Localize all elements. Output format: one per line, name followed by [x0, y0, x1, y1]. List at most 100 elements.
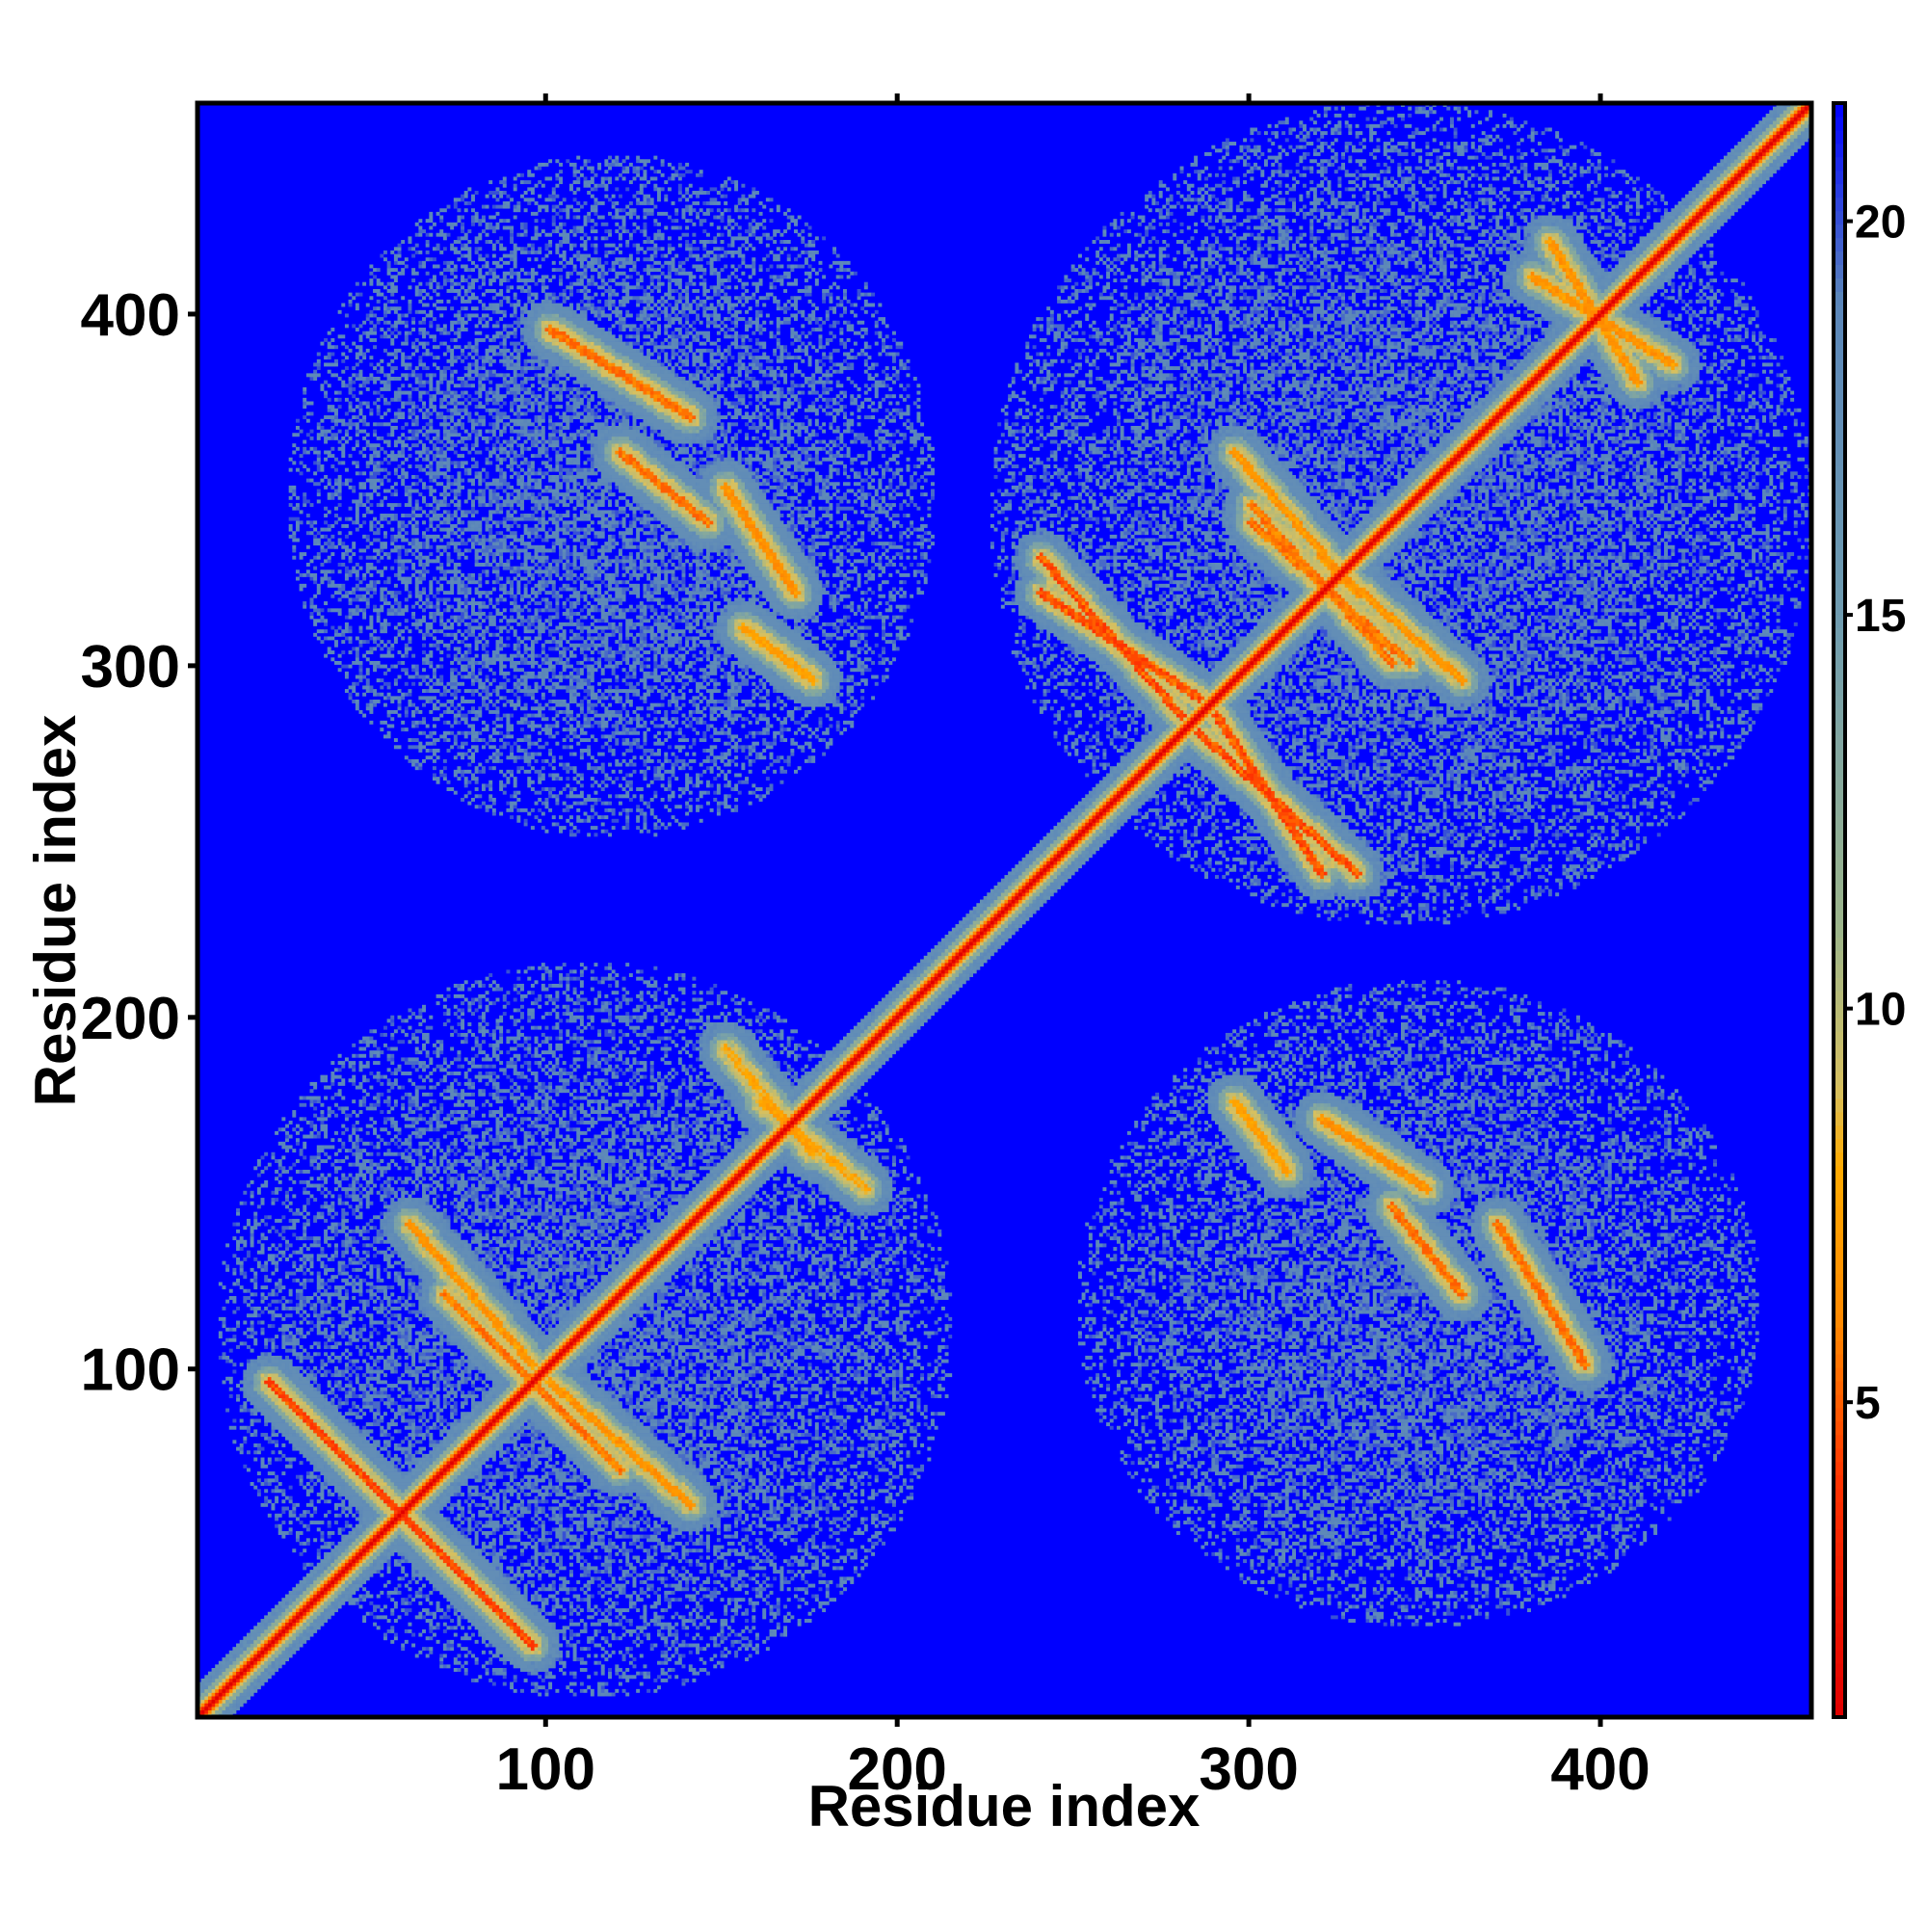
heatmap-cell: [591, 1623, 601, 1627]
heatmap-cell: [531, 1633, 539, 1637]
heatmap-cell: [394, 1633, 398, 1637]
heatmap-cell: [390, 1612, 394, 1616]
heatmap-cell: [657, 1623, 665, 1627]
heatmap-cell: [1320, 1601, 1324, 1605]
heatmap-cell: [527, 1664, 535, 1668]
heatmap-cell: [436, 1608, 440, 1612]
heatmap-cell: [296, 1601, 300, 1605]
heatmap-cell: [488, 1679, 492, 1682]
heatmap-cell: [721, 1598, 725, 1601]
heatmap-cell: [601, 1682, 605, 1686]
heatmap-cell: [208, 1693, 212, 1697]
heatmap-cell: [324, 1615, 328, 1619]
heatmap-cell: [236, 1696, 240, 1700]
heatmap-cell: [243, 1682, 247, 1686]
heatmap-cell: [584, 1626, 588, 1629]
heatmap-cell: [604, 1608, 608, 1612]
heatmap-cell: [548, 1682, 552, 1686]
heatmap-cell: [552, 1623, 556, 1627]
heatmap-cell: [401, 1601, 405, 1605]
heatmap-cell: [264, 1636, 268, 1640]
heatmap-cell: [622, 1672, 626, 1676]
heatmap-cell: [457, 1654, 461, 1657]
heatmap-cell: [461, 1647, 468, 1651]
heatmap-cell: [510, 1682, 514, 1686]
heatmap-cell: [482, 1651, 486, 1654]
heatmap-cell: [236, 1657, 244, 1661]
heatmap-cell: [499, 1619, 503, 1623]
heatmap-cell: [289, 1612, 293, 1616]
heatmap-cell: [464, 1604, 468, 1608]
heatmap-cell: [668, 1657, 672, 1661]
heatmap-cell: [1495, 1604, 1499, 1608]
heatmap-cell: [328, 1601, 331, 1605]
heatmap-cell: [573, 1623, 581, 1627]
heatmap-cell: [478, 1601, 486, 1605]
heatmap-cell: [653, 1612, 657, 1616]
heatmap-cell: [240, 1689, 244, 1693]
heatmap-cell: [510, 1644, 517, 1648]
heatmap-cell: [625, 1679, 629, 1682]
heatmap-cell: [482, 1664, 486, 1668]
heatmap-cell: [682, 1615, 686, 1619]
heatmap-cell: [219, 1700, 223, 1704]
heatmap-cell: [636, 1608, 640, 1612]
heatmap-cell: [1345, 1601, 1349, 1605]
heatmap-cell: [373, 1615, 377, 1619]
heatmap-cell: [552, 1612, 556, 1616]
heatmap-cell: [1422, 1601, 1426, 1605]
heatmap-cell: [625, 1608, 629, 1612]
heatmap-cell: [377, 1626, 381, 1629]
heatmap-cell: [328, 1615, 331, 1619]
heatmap-cell: [229, 1651, 233, 1654]
heatmap-cell: [700, 1647, 703, 1651]
heatmap-cell: [710, 1657, 714, 1661]
heatmap-cell: [661, 1636, 665, 1640]
heatmap-cell: [253, 1682, 257, 1686]
heatmap-cell: [520, 1644, 528, 1648]
heatmap-cell: [478, 1629, 482, 1633]
heatmap-cell: [278, 1633, 282, 1637]
heatmap-cell: [488, 1615, 496, 1619]
heatmap-cell: [303, 1629, 306, 1633]
heatmap-cell: [289, 1629, 293, 1633]
heatmap-cell: [310, 1615, 314, 1619]
heatmap-cell: [752, 1601, 755, 1605]
heatmap-cell: [601, 1664, 605, 1668]
heatmap-cell: [488, 1612, 496, 1616]
heatmap-cell: [685, 1679, 689, 1682]
heatmap-cell: [535, 1647, 539, 1651]
heatmap-cell: [278, 1612, 282, 1616]
heatmap-cell: [682, 1640, 686, 1644]
heatmap-cell: [535, 1654, 542, 1657]
heatmap-cell: [240, 1640, 244, 1644]
heatmap-cell: [334, 1601, 338, 1605]
heatmap-cell: [514, 1608, 521, 1612]
heatmap-cell: [1412, 1615, 1415, 1619]
heatmap-cell: [300, 1615, 304, 1619]
heatmap-cell: [429, 1619, 433, 1623]
heatmap-cell: [538, 1685, 541, 1689]
heatmap-cell: [457, 1601, 467, 1605]
heatmap-cell: [300, 1601, 304, 1605]
heatmap-cell: [492, 1604, 496, 1608]
heatmap-cell: [496, 1615, 500, 1619]
heatmap-cell: [506, 1604, 510, 1608]
heatmap-cell: [383, 1633, 387, 1637]
heatmap-cell: [700, 1615, 703, 1619]
heatmap-cell: [544, 1626, 552, 1629]
heatmap-cell: [580, 1689, 584, 1693]
heatmap-cell: [380, 1608, 383, 1612]
heatmap-cell: [1418, 1604, 1422, 1608]
heatmap-cell: [531, 1647, 535, 1651]
heatmap-cell: [587, 1615, 591, 1619]
heatmap-cell: [212, 1689, 216, 1693]
heatmap-cell: [338, 1601, 342, 1605]
heatmap-cell: [647, 1623, 650, 1627]
heatmap-cell: [702, 1668, 706, 1672]
heatmap-cell: [253, 1689, 257, 1693]
heatmap-cell: [268, 1664, 272, 1668]
heatmap-cell: [436, 1623, 440, 1627]
heatmap-cell: [236, 1668, 240, 1672]
heatmap-cell: [306, 1604, 310, 1608]
